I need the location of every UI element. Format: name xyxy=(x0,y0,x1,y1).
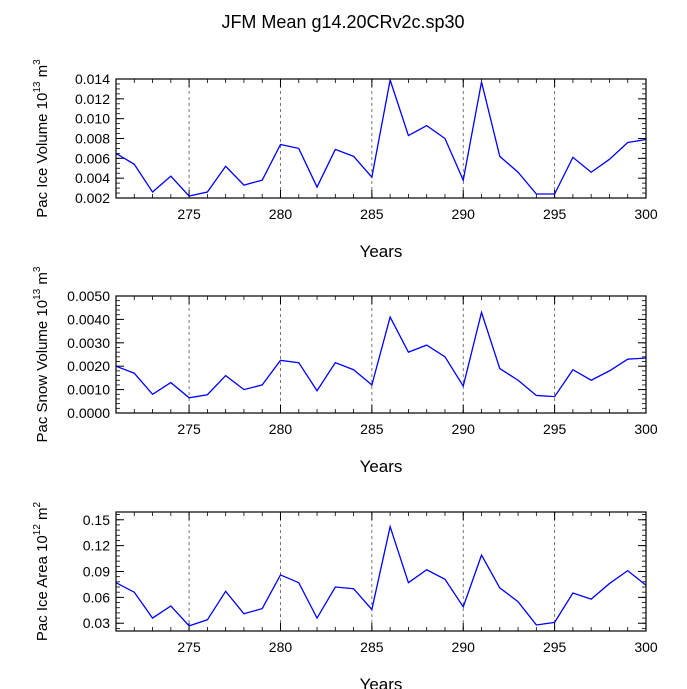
x-tick-label: 285 xyxy=(360,206,384,222)
y-tick-label: 0.010 xyxy=(75,111,110,127)
y-axis-label: Pac Snow Volume 1013 m3 xyxy=(32,266,51,442)
x-tick-label: 280 xyxy=(269,421,293,437)
x-tick-label: 300 xyxy=(634,639,658,655)
x-tick-label: 280 xyxy=(269,206,293,222)
x-tick-label: 295 xyxy=(543,206,567,222)
y-tick-label: 0.12 xyxy=(83,538,110,554)
y-axis-label: Pac Ice Area 1012 m2 xyxy=(32,501,51,641)
chart-title: JFM Mean g14.20CRv2c.sp30 xyxy=(221,12,464,32)
x-tick-label: 275 xyxy=(177,639,201,655)
y-tick-label: 0.15 xyxy=(83,512,110,528)
plot-frame xyxy=(115,78,647,199)
y-tick-label: 0.004 xyxy=(75,170,110,186)
y-axis-label: Pac Ice Volume 1013 m3 xyxy=(32,59,51,218)
y-tick-label: 0.06 xyxy=(83,589,110,605)
x-tick-label: 290 xyxy=(452,639,476,655)
plot-frame xyxy=(115,295,647,414)
data-series-line xyxy=(115,524,647,627)
x-tick-label: 295 xyxy=(543,639,567,655)
y-tick-label: 0.0030 xyxy=(67,335,110,351)
y-tick-label: 0.03 xyxy=(83,615,110,631)
x-tick-label: 285 xyxy=(360,421,384,437)
y-tick-label: 0.0040 xyxy=(67,311,110,327)
x-axis-label: Years xyxy=(360,242,403,261)
x-axis-label: Years xyxy=(360,675,403,689)
x-tick-label: 275 xyxy=(177,421,201,437)
x-tick-label: 300 xyxy=(634,206,658,222)
x-tick-label: 285 xyxy=(360,639,384,655)
x-tick-label: 295 xyxy=(543,421,567,437)
panel-1: 275 280 285 290 295 300 0.002 0.004 0.006 0.008 0.… xyxy=(32,59,658,261)
y-tick-label: 0.0000 xyxy=(67,405,110,421)
y-tick-label: 0.002 xyxy=(75,190,110,206)
y-tick-label: 0.008 xyxy=(75,131,110,147)
x-tick-label: 280 xyxy=(269,639,293,655)
panel-3: 275 280 285 290 295 300 0.03 0.06 0.09 0.12 0.15 Ye… xyxy=(32,501,658,689)
x-tick-label: 300 xyxy=(634,421,658,437)
plot-frame xyxy=(115,511,647,632)
y-tick-label: 0.012 xyxy=(75,91,110,107)
y-tick-label: 0.0010 xyxy=(67,382,110,398)
y-tick-label: 0.09 xyxy=(83,564,110,580)
y-tick-label: 0.014 xyxy=(75,71,110,87)
y-tick-label: 0.006 xyxy=(75,150,110,166)
data-series-line xyxy=(115,310,647,399)
x-tick-label: 290 xyxy=(452,421,476,437)
data-series-line xyxy=(115,79,647,197)
x-axis-label: Years xyxy=(360,457,403,476)
x-tick-label: 290 xyxy=(452,206,476,222)
y-tick-label: 0.0050 xyxy=(67,288,110,304)
x-tick-label: 275 xyxy=(177,206,201,222)
y-tick-label: 0.0020 xyxy=(67,358,110,374)
panel-2: 275 280 285 290 295 300 0.0000 0.0010 0.0020 0.00… xyxy=(32,266,658,476)
